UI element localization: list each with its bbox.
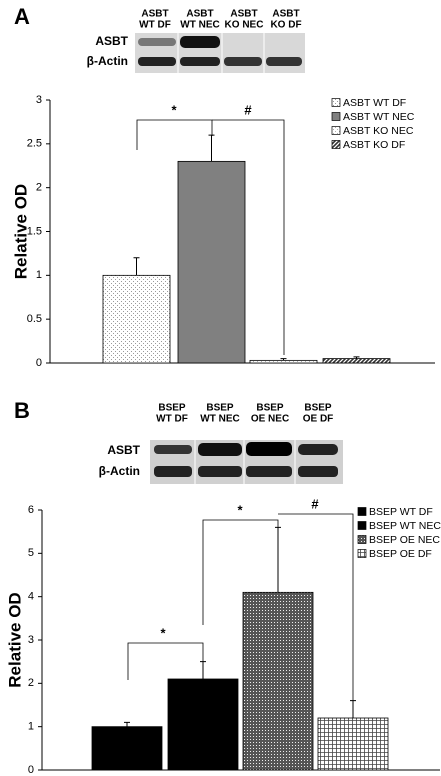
lane-label: BSEP [158,403,186,414]
bar [91,726,163,771]
y-axis-title: Relative OD [5,592,24,687]
blot-row-label: β-Actin [99,464,140,478]
legend-swatch [357,549,367,558]
significance-label: # [244,102,252,117]
y-tick-label: 4 [28,591,34,603]
blot-row-label: β-Actin [87,54,128,68]
y-tick-label: 3 [28,634,34,646]
significance-bracket [202,519,279,625]
significance-label: * [160,625,166,640]
y-tick-label: 1.5 [27,225,42,237]
significance-bracket [212,119,285,355]
lane-label: OE DF [303,414,334,425]
bar [177,160,246,364]
y-tick-label: 0.5 [27,313,42,325]
blot-row-label: ASBT [95,34,128,48]
lane-label: WT NEC [180,20,219,31]
lane-label: OE NEC [251,414,289,425]
panel-label: A [14,4,30,29]
error-bar [353,356,360,359]
lane-label: KO NEC [225,20,264,31]
significance-bracket [127,642,204,680]
lane-label: BSEP [304,403,332,414]
y-tick-label: 6 [28,504,34,516]
error-bar [280,358,287,361]
bar [317,717,389,771]
legend-label: ASBT KO NEC [343,125,414,137]
legend-label: ASBT KO DF [343,139,405,151]
legend-label: BSEP OE NEC [369,534,440,546]
error-bar [124,721,130,727]
legend-swatch [357,507,367,516]
legend-swatch [331,112,341,121]
lane-label: ASBT [272,9,299,20]
blot-image [135,33,305,73]
y-tick-label: 0 [36,357,42,369]
lane-label: ASBT [230,9,257,20]
y-tick-label: 2 [28,677,34,689]
lane-label: BSEP [256,403,284,414]
legend-swatch [357,521,367,530]
bar [322,358,391,364]
y-tick-label: 1 [28,721,34,733]
bar [242,591,314,771]
significance-label: * [237,502,243,517]
legend-swatch [357,535,367,544]
y-tick-label: 2.5 [27,138,42,150]
y-tick-label: 0 [28,764,34,776]
y-tick-label: 5 [28,547,34,559]
y-tick-label: 3 [36,94,42,106]
error-bar [208,134,215,162]
significance-bracket [278,513,354,705]
lane-label: ASBT [141,9,168,20]
significance-bracket [136,119,213,150]
lane-label: KO DF [270,20,301,31]
lane-label: WT NEC [200,414,239,425]
legend-label: BSEP OE DF [369,548,432,560]
y-tick-label: 1 [36,269,42,281]
lane-label: WT DF [139,20,171,31]
legend-label: ASBT WT DF [343,97,406,109]
legend-swatch [331,126,341,135]
legend-label: BSEP WT NEC [369,520,441,532]
lane-label: WT DF [156,414,188,425]
panel-label: B [14,398,30,423]
bar [102,274,171,364]
blot-image [150,440,343,484]
significance-label: # [311,496,319,511]
legend-swatch [331,98,341,107]
lane-label: BSEP [206,403,234,414]
y-axis-title: Relative OD [11,184,30,279]
legend-label: BSEP WT DF [369,506,433,518]
bar [249,359,318,364]
lane-label: ASBT [186,9,213,20]
bar [167,678,239,771]
significance-label: * [171,102,177,117]
error-bar [133,257,140,276]
blot-row-label: ASBT [107,443,140,457]
legend-label: ASBT WT NEC [343,111,415,123]
legend-swatch [331,140,341,149]
y-tick-label: 2 [36,182,42,194]
error-bar [275,526,281,593]
